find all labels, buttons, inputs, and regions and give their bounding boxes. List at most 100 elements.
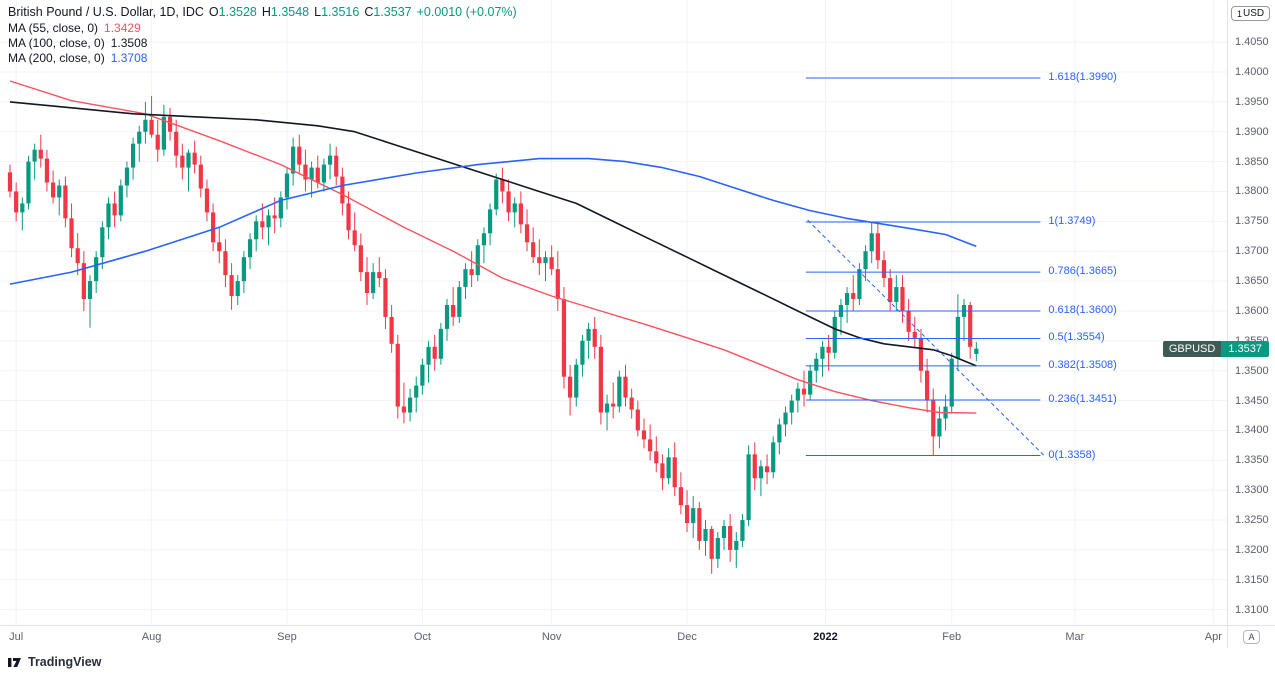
candle-body[interactable] [131,143,136,168]
candle-body[interactable] [432,346,437,359]
price-chart-svg[interactable] [0,0,1227,625]
descending-trendline[interactable] [807,219,1047,458]
candle-body[interactable] [537,257,542,264]
candle-body[interactable] [900,287,905,311]
candle-body[interactable] [334,155,339,177]
candle-body[interactable] [414,385,419,398]
candle-body[interactable] [14,191,19,213]
candle-body[interactable] [32,149,37,162]
fib-level-label[interactable]: 1.618(1.3990) [1048,70,1117,83]
candle-body[interactable] [857,269,862,300]
indicator-row-ma55[interactable]: MA (55, close, 0) 1.3429 [8,21,141,35]
candle-body[interactable] [684,505,690,524]
candle-body[interactable] [912,331,917,338]
candle-body[interactable] [949,358,954,407]
candle-body[interactable] [715,537,720,559]
candle-body[interactable] [469,269,474,276]
candle-body[interactable] [63,185,68,219]
candle-body[interactable] [924,370,930,401]
candle-body[interactable] [57,185,62,198]
candle-body[interactable] [611,403,616,407]
candle-body[interactable] [604,403,610,413]
candle-body[interactable] [463,269,468,288]
candle-body[interactable] [795,388,800,401]
candle-body[interactable] [451,304,456,317]
indicator-row-ma200[interactable]: MA (200, close, 0) 1.3708 [8,51,148,65]
candle-body[interactable] [574,364,579,398]
candle-body[interactable] [50,182,56,198]
candle-body[interactable] [272,215,277,219]
candle-body[interactable] [660,463,665,479]
candle-body[interactable] [223,251,228,276]
candle-body[interactable] [629,397,634,410]
candle-body[interactable] [654,451,659,464]
candle-body[interactable] [481,233,487,246]
candle-body[interactable] [198,164,203,189]
candle-body[interactable] [303,164,308,180]
tradingview-logo-text[interactable]: TradingView [28,655,102,669]
candle-body[interactable] [395,343,400,407]
candle-body[interactable] [918,337,924,371]
candle-body[interactable] [561,299,567,377]
candle-body[interactable] [549,257,554,270]
candle-body[interactable] [457,287,462,317]
candle-body[interactable] [155,134,160,150]
candle-body[interactable] [69,218,74,249]
candle-body[interactable] [358,245,363,273]
candle-body[interactable] [746,454,751,521]
candle-body[interactable] [352,230,357,246]
auto-scale-button[interactable]: A [1243,630,1260,644]
fib-level-label[interactable]: 0.618(1.3600) [1048,303,1117,316]
candle-body[interactable] [94,257,99,282]
candle-body[interactable] [500,179,505,192]
candle-body[interactable] [937,418,942,437]
candle-body[interactable] [672,457,677,488]
candle-body[interactable] [518,203,523,225]
symbol-title[interactable]: British Pound / U.S. Dollar, 1D, IDC [8,5,204,19]
candle-body[interactable] [174,131,179,156]
ma-55-line[interactable] [9,80,977,414]
candle-body[interactable] [764,466,770,473]
candle-body[interactable] [512,203,517,213]
candle-body[interactable] [524,224,530,243]
candle-body[interactable] [401,406,407,413]
indicator-row-ma100[interactable]: MA (100, close, 0) 1.3508 [8,36,148,50]
candle-body[interactable] [75,248,80,264]
candle-body[interactable] [389,316,394,344]
candle-body[interactable] [327,155,333,165]
candle-body[interactable] [678,487,683,506]
candle-body[interactable] [420,364,425,386]
candle-body[interactable] [721,526,727,538]
candle-body[interactable] [278,197,283,219]
candle-body[interactable] [260,221,265,228]
candle-body[interactable] [494,179,499,210]
candle-body[interactable] [229,275,234,297]
candle-body[interactable] [814,358,819,371]
candle-body[interactable] [26,161,31,204]
tradingview-logo-icon[interactable] [8,655,23,669]
candle-body[interactable] [217,242,222,252]
candle-body[interactable] [968,304,973,347]
candle-body[interactable] [315,167,320,183]
candle-body[interactable] [291,146,296,174]
candle-body[interactable] [241,257,246,282]
candle-body[interactable] [955,316,960,359]
candle-body[interactable] [297,146,302,165]
candle-body[interactable] [143,119,148,132]
candle-body[interactable] [691,508,696,524]
candle-body[interactable] [580,340,585,365]
candle-body[interactable] [783,412,788,425]
candle-body[interactable] [383,278,388,317]
fib-level-label[interactable]: 0(1.3358) [1048,448,1096,461]
candle-body[interactable] [167,116,173,132]
candle-body[interactable] [309,167,314,180]
candle-body[interactable] [543,257,548,264]
candle-body[interactable] [506,191,511,213]
candle-body[interactable] [592,328,597,347]
candle-body[interactable] [568,376,573,398]
candle-body[interactable] [586,328,591,341]
candle-body[interactable] [204,188,210,213]
candle-body[interactable] [254,221,259,240]
candle-body[interactable] [346,203,351,231]
currency-unit-button[interactable]: 1 USD [1231,6,1271,21]
